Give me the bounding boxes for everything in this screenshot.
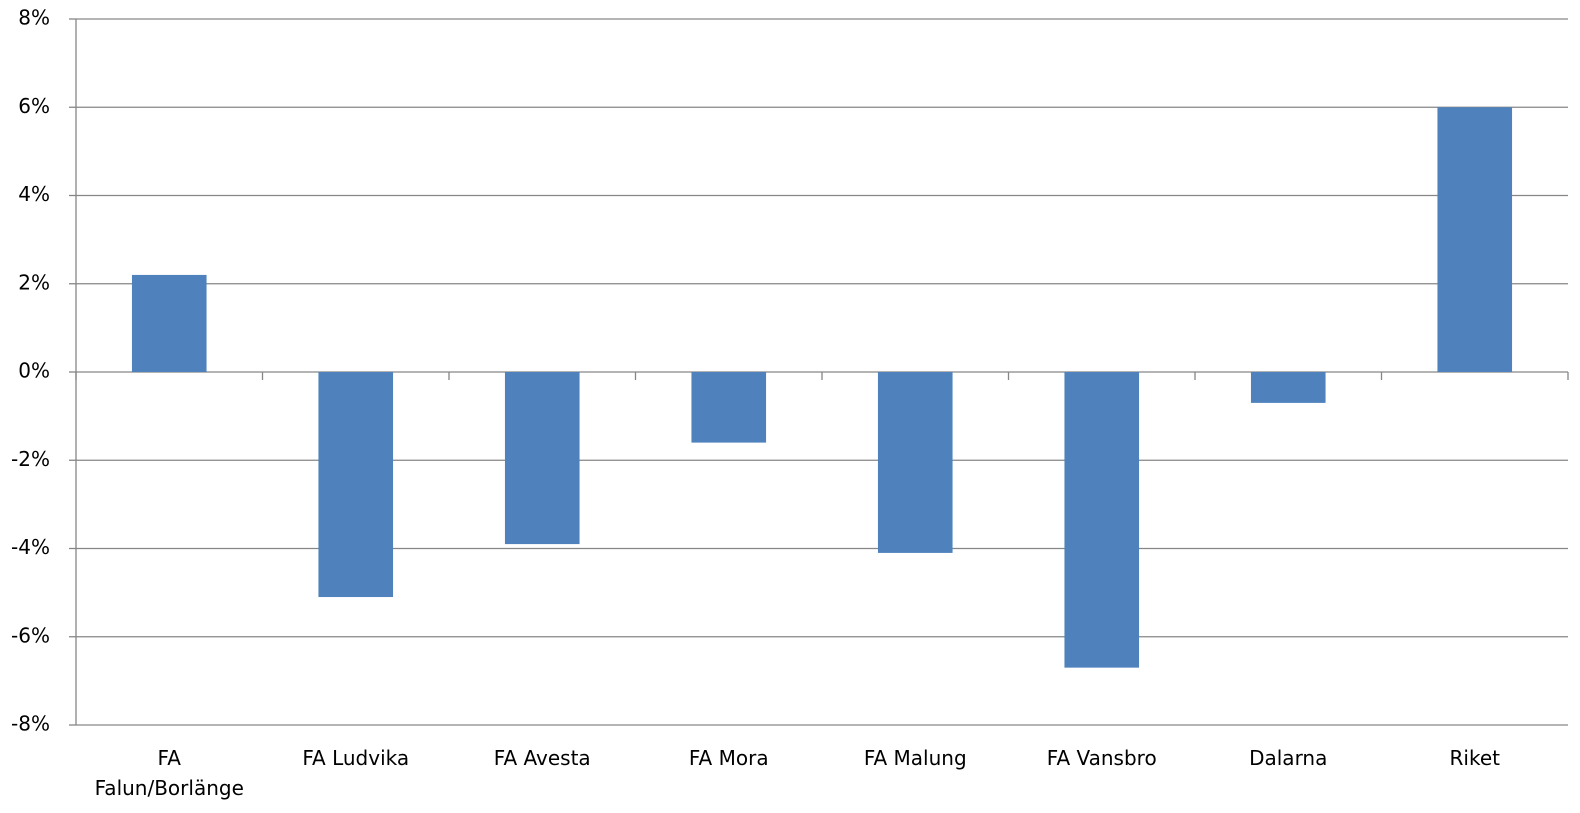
x-tick-label: Riket: [1449, 746, 1500, 770]
y-tick-label: 4%: [18, 182, 50, 206]
x-tick-label: FA Vansbro: [1046, 746, 1157, 770]
bar: [691, 372, 767, 443]
y-tick-label: 6%: [18, 94, 50, 118]
bar: [877, 372, 953, 553]
y-tick-label: 8%: [18, 6, 50, 30]
x-tick-label: FA Falun/Borlänge: [94, 746, 244, 800]
y-tick-label: 2%: [18, 270, 50, 294]
x-tick-label: FA Mora: [688, 746, 769, 770]
y-tick-label: -8%: [11, 712, 50, 736]
x-tick-label: FA Avesta: [493, 746, 591, 770]
x-tick-label: Dalarna: [1249, 746, 1328, 770]
x-tick-label: FA Malung: [863, 746, 967, 770]
y-tick-label: -2%: [11, 447, 50, 471]
y-tick-label: 0%: [18, 359, 50, 383]
y-tick-label: -4%: [11, 535, 50, 559]
bar: [504, 372, 580, 545]
bar: [1250, 372, 1326, 403]
x-tick-label: FA Ludvika: [302, 746, 410, 770]
bar: [318, 372, 394, 598]
bar: [131, 274, 207, 372]
y-tick-label: -6%: [11, 623, 50, 647]
bar: [1064, 372, 1140, 668]
bar: [1437, 107, 1513, 372]
